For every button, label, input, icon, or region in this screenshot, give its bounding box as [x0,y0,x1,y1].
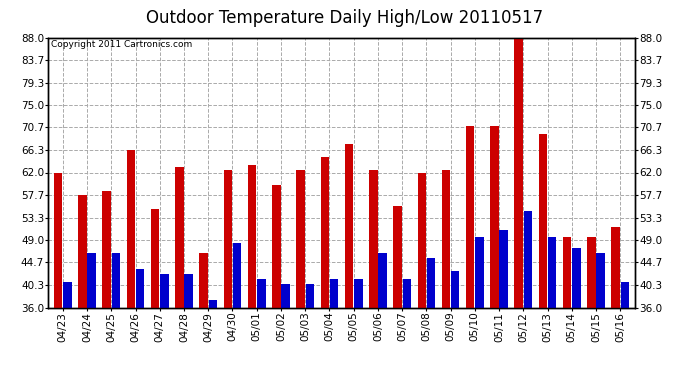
Bar [321,157,329,308]
Bar [451,271,460,308]
Bar [233,243,241,308]
Bar [184,274,193,308]
Bar [224,170,232,308]
Text: Outdoor Temperature Daily High/Low 20110517: Outdoor Temperature Daily High/Low 20110… [146,9,544,27]
Bar [208,300,217,307]
Text: Copyright 2011 Cartronics.com: Copyright 2011 Cartronics.com [51,40,193,49]
Bar [127,150,135,308]
Bar [63,282,72,308]
Bar [330,279,338,308]
Bar [515,38,523,308]
Bar [572,248,580,308]
Bar [417,172,426,308]
Bar [175,167,184,308]
Bar [475,237,484,308]
Bar [524,211,532,308]
Bar [199,253,208,308]
Bar [611,227,620,308]
Bar [442,170,451,308]
Bar [563,237,571,308]
Bar [402,279,411,308]
Bar [78,195,87,308]
Bar [587,237,595,308]
Bar [620,282,629,308]
Bar [490,126,499,308]
Bar [103,190,111,308]
Bar [54,172,63,308]
Bar [378,253,387,308]
Bar [393,206,402,308]
Bar [306,284,314,308]
Bar [354,279,362,308]
Bar [136,268,144,308]
Bar [248,165,257,308]
Bar [369,170,377,308]
Bar [112,253,120,308]
Bar [272,186,281,308]
Bar [88,253,96,308]
Bar [466,126,475,308]
Bar [160,274,168,308]
Bar [548,237,556,308]
Bar [539,134,547,308]
Bar [596,253,605,308]
Bar [282,284,290,308]
Bar [257,279,266,308]
Bar [151,209,159,308]
Bar [345,144,353,308]
Bar [500,230,508,308]
Bar [296,170,305,308]
Bar [426,258,435,308]
